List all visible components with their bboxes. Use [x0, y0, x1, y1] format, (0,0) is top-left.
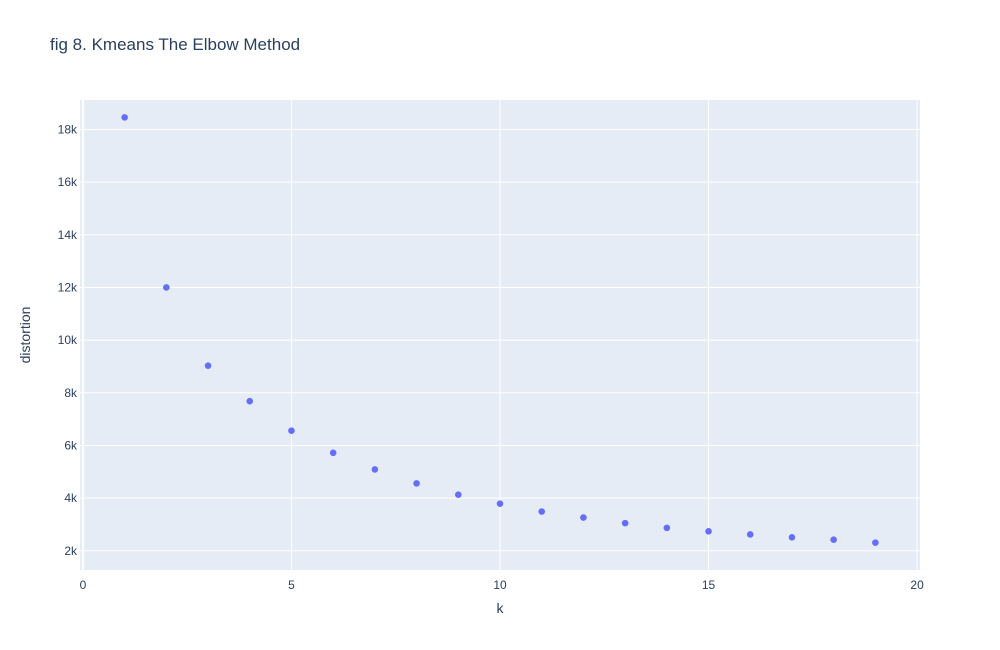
data-point: [413, 480, 420, 487]
data-points: [121, 114, 879, 546]
y-tick-label: 8k: [64, 386, 78, 400]
data-point: [830, 536, 837, 544]
data-point: [454, 491, 462, 498]
y-gridlines: [80, 128, 920, 552]
x-tick-label: 0: [80, 578, 87, 592]
x-tick-label: 20: [910, 578, 924, 592]
y-tick-label: 18k: [58, 122, 78, 136]
data-point: [580, 514, 587, 521]
data-point: [538, 508, 546, 515]
data-point: [121, 114, 128, 121]
x-tick-label: 10: [493, 578, 507, 592]
y-axis-title: distortion: [17, 307, 33, 364]
data-point: [621, 519, 629, 527]
data-point: [705, 527, 712, 535]
chart-title: fig 8. Kmeans The Elbow Method: [50, 35, 300, 54]
y-tick-label: 4k: [64, 491, 78, 505]
data-point: [872, 539, 879, 546]
y-tick-labels: 2k 4k 6k 8k 10k 12k 14k 16k 18k: [58, 122, 78, 557]
x-tick-label: 5: [288, 578, 295, 592]
x-gridlines: [81, 100, 918, 570]
data-point: [663, 524, 671, 532]
x-tick-labels: 0 5 10 15 20: [80, 578, 924, 592]
data-point: [496, 500, 504, 507]
data-point: [288, 427, 295, 435]
data-point: [246, 397, 254, 405]
y-tick-label: 12k: [58, 280, 78, 294]
y-tick-label: 16k: [58, 175, 78, 189]
x-axis-title: k: [497, 600, 505, 616]
y-tick-label: 2k: [64, 544, 78, 558]
x-tick-label: 15: [702, 578, 716, 592]
y-tick-label: 10k: [58, 333, 78, 347]
data-point: [371, 466, 379, 473]
data-point: [204, 362, 212, 369]
data-point: [329, 449, 337, 457]
y-tick-label: 14k: [58, 228, 78, 242]
data-point: [746, 531, 754, 538]
data-point: [163, 284, 170, 291]
y-tick-label: 6k: [64, 438, 78, 452]
data-point: [788, 534, 796, 541]
